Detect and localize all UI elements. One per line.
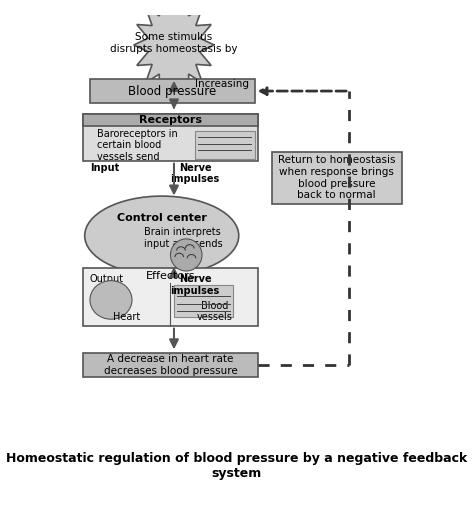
Text: Brain interprets
input and sends: Brain interprets input and sends bbox=[144, 227, 223, 249]
Ellipse shape bbox=[90, 281, 132, 319]
FancyBboxPatch shape bbox=[272, 152, 401, 203]
Text: Some stimulus
disrupts homeostasis by: Some stimulus disrupts homeostasis by bbox=[110, 32, 238, 54]
FancyBboxPatch shape bbox=[83, 353, 258, 377]
Text: Heart: Heart bbox=[113, 312, 140, 322]
FancyBboxPatch shape bbox=[90, 79, 255, 103]
FancyBboxPatch shape bbox=[174, 285, 234, 317]
Text: Increasing: Increasing bbox=[195, 79, 249, 89]
Text: A decrease in heart rate
decreases blood pressure: A decrease in heart rate decreases blood… bbox=[104, 354, 237, 376]
Text: Control center: Control center bbox=[117, 213, 207, 223]
Text: Blood pressure: Blood pressure bbox=[128, 84, 216, 97]
Text: Return to homeostasis
when response brings
blood pressure
back to normal: Return to homeostasis when response brin… bbox=[278, 156, 395, 200]
FancyBboxPatch shape bbox=[195, 131, 255, 159]
Ellipse shape bbox=[171, 239, 202, 271]
FancyBboxPatch shape bbox=[83, 268, 258, 325]
Polygon shape bbox=[134, 0, 214, 98]
Text: Output: Output bbox=[90, 274, 124, 284]
Text: Effectors: Effectors bbox=[146, 270, 195, 281]
Ellipse shape bbox=[85, 196, 239, 275]
FancyBboxPatch shape bbox=[83, 113, 258, 126]
Text: Homeostatic regulation of blood pressure by a negative feedback system: Homeostatic regulation of blood pressure… bbox=[6, 452, 468, 480]
FancyBboxPatch shape bbox=[83, 113, 258, 161]
Text: Nerve
impulses: Nerve impulses bbox=[170, 274, 219, 296]
Text: Receptors: Receptors bbox=[139, 115, 202, 125]
Text: Input: Input bbox=[90, 163, 119, 173]
Text: Blood
vessels: Blood vessels bbox=[196, 301, 232, 322]
Text: Baroreceptors in
certain blood
vessels send: Baroreceptors in certain blood vessels s… bbox=[97, 129, 178, 162]
Text: Nerve
impulses: Nerve impulses bbox=[170, 163, 219, 184]
